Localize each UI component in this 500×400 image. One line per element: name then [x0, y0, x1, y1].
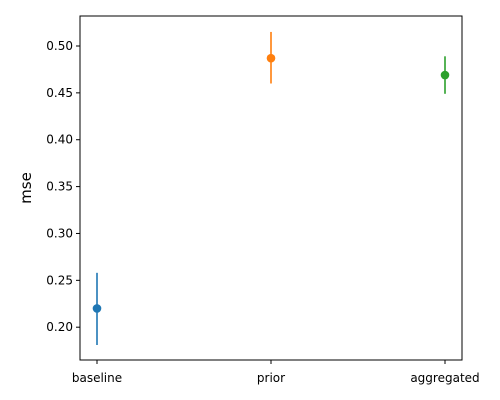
y-tick-label: 0.40: [46, 133, 73, 147]
x-axis: baseline prior aggregated: [72, 360, 480, 385]
x-tick-label: prior: [257, 371, 285, 385]
plot-area: [92, 31, 450, 346]
y-tick-label: 0.45: [46, 86, 73, 100]
y-tick-label: 0.50: [46, 39, 73, 53]
y-tick-label: 0.35: [46, 180, 73, 194]
x-tick-label: aggregated: [410, 371, 479, 385]
y-tick-label: 0.20: [46, 320, 73, 334]
y-tick-label: 0.25: [46, 273, 73, 287]
y-axis: 0.20 0.25 0.30 0.35 0.40 0.45 0.50: [46, 39, 80, 334]
data-point: [92, 304, 102, 313]
data-point: [266, 53, 276, 63]
y-tick-label: 0.30: [46, 226, 73, 240]
data-point: [440, 70, 450, 80]
y-axis-title: mse: [17, 172, 35, 204]
x-tick-label: baseline: [72, 371, 122, 385]
